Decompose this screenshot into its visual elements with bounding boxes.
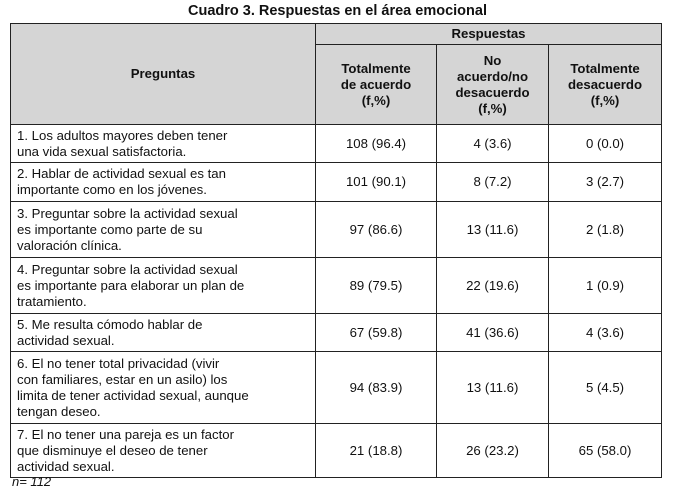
table-row: 5. Me resulta cómodo hablar de actividad… bbox=[10, 313, 663, 352]
question-cell: 3. Preguntar sobre la actividad sexual e… bbox=[10, 201, 316, 258]
table-row: 4. Preguntar sobre la actividad sexual e… bbox=[10, 257, 663, 314]
question-cell: 1. Los adultos mayores deben tener una v… bbox=[10, 124, 316, 163]
value-cell: 1 (0.9) bbox=[547, 257, 663, 314]
value-cell: 8 (7.2) bbox=[436, 162, 549, 202]
table-caption: Cuadro 3. Respuestas en el área emociona… bbox=[188, 3, 487, 19]
table-row: 3. Preguntar sobre la actividad sexual e… bbox=[10, 201, 663, 258]
value-cell: 2 (1.8) bbox=[547, 201, 663, 258]
value-cell: 4 (3.6) bbox=[547, 313, 663, 352]
value-cell: 97 (86.6) bbox=[315, 201, 437, 258]
value-cell: 89 (79.5) bbox=[315, 257, 437, 314]
header-totalmente-de-acuerdo: Totalmente de acuerdo (f,%) bbox=[315, 44, 437, 125]
value-cell: 101 (90.1) bbox=[315, 162, 437, 202]
value-cell: 41 (36.6) bbox=[436, 313, 549, 352]
question-cell: 4. Preguntar sobre la actividad sexual e… bbox=[10, 257, 316, 314]
value-cell: 22 (19.6) bbox=[436, 257, 549, 314]
table-row: 1. Los adultos mayores deben tener una v… bbox=[10, 124, 663, 163]
table-row: 7. El no tener una pareja es un factor q… bbox=[10, 423, 663, 478]
value-cell: 13 (11.6) bbox=[436, 201, 549, 258]
value-cell: 3 (2.7) bbox=[547, 162, 663, 202]
question-cell: 2. Hablar de actividad sexual es tan imp… bbox=[10, 162, 316, 202]
header-totalmente-desacuerdo: Totalmente desacuerdo (f,%) bbox=[547, 44, 663, 125]
value-cell: 13 (11.6) bbox=[436, 351, 549, 424]
value-cell: 67 (59.8) bbox=[315, 313, 437, 352]
question-cell: 6. El no tener total privacidad (vivir c… bbox=[10, 351, 316, 424]
table-row: 6. El no tener total privacidad (vivir c… bbox=[10, 351, 663, 424]
question-cell: 7. El no tener una pareja es un factor q… bbox=[10, 423, 316, 478]
value-cell: 65 (58.0) bbox=[547, 423, 663, 478]
question-cell: 5. Me resulta cómodo hablar de actividad… bbox=[10, 313, 316, 352]
value-cell: 21 (18.8) bbox=[315, 423, 437, 478]
value-cell: 94 (83.9) bbox=[315, 351, 437, 424]
header-no-acuerdo-no-desacuerdo: No acuerdo/no desacuerdo (f,%) bbox=[436, 44, 549, 125]
value-cell: 26 (23.2) bbox=[436, 423, 549, 478]
sample-size-note: n= 112 bbox=[12, 474, 52, 489]
value-cell: 5 (4.5) bbox=[547, 351, 663, 424]
value-cell: 0 (0.0) bbox=[547, 124, 663, 163]
value-cell: 4 (3.6) bbox=[436, 124, 549, 163]
responses-table: Preguntas Respuestas Totalmente de acuer… bbox=[10, 23, 663, 478]
value-cell: 108 (96.4) bbox=[315, 124, 437, 163]
table-row: 2. Hablar de actividad sexual es tan imp… bbox=[10, 162, 663, 202]
header-preguntas: Preguntas bbox=[10, 23, 316, 125]
header-respuestas: Respuestas bbox=[314, 23, 663, 45]
